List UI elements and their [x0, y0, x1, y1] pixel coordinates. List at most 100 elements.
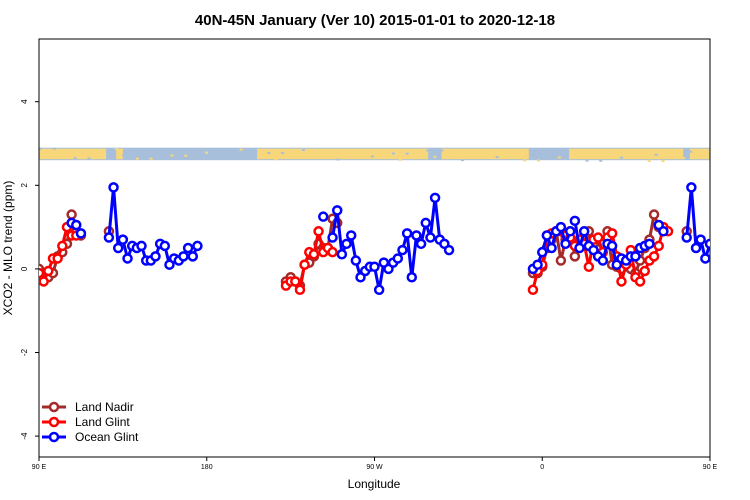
data-point — [331, 205, 343, 216]
data-point — [606, 240, 618, 252]
data-point — [648, 209, 660, 220]
legend-label: Land Glint — [75, 415, 130, 429]
data-point — [415, 238, 427, 250]
data-point — [411, 230, 422, 241]
data-point — [695, 234, 706, 245]
coast-speckle — [391, 152, 395, 155]
land-band — [116, 148, 123, 160]
data-point — [420, 217, 432, 229]
data-point — [401, 228, 413, 239]
data-point — [555, 221, 567, 233]
coast-speckle — [211, 157, 215, 160]
coast-speckle — [329, 152, 333, 155]
y-tick-label: -2 — [20, 348, 29, 356]
data-point — [75, 228, 87, 239]
coast-speckle — [433, 155, 437, 158]
x-tick-label: 180 — [201, 464, 213, 471]
x-tick-label: 90 E — [32, 464, 47, 471]
data-point — [715, 242, 723, 250]
coast-speckle — [301, 148, 305, 151]
data-point — [541, 230, 553, 241]
data-point — [606, 228, 618, 239]
coast-speckle — [308, 155, 312, 158]
coast-speckle — [135, 157, 139, 160]
data-point — [39, 276, 49, 287]
coast-speckle — [294, 155, 298, 158]
data-point — [182, 242, 194, 254]
coast-speckle — [73, 157, 77, 160]
data-point — [681, 232, 692, 243]
coast-speckle — [45, 154, 49, 157]
coast-speckle — [599, 159, 603, 162]
data-point — [653, 240, 664, 252]
data-point — [57, 240, 68, 252]
data-point — [592, 232, 604, 243]
coast-speckle — [502, 149, 506, 152]
coast-speckle — [87, 157, 91, 160]
data-point — [527, 284, 539, 296]
data-point — [532, 259, 543, 270]
data-point — [313, 226, 324, 237]
coast-speckle — [585, 159, 589, 162]
coast-speckle — [460, 159, 464, 162]
coast-speckle — [405, 152, 409, 155]
data-point — [537, 246, 548, 258]
legend-marker — [48, 416, 60, 428]
land-band — [441, 148, 529, 160]
legend-label: Ocean Glint — [75, 430, 139, 444]
data-point — [66, 209, 77, 220]
data-point — [704, 238, 710, 250]
data-point — [616, 276, 627, 287]
coast-speckle — [364, 149, 368, 152]
data-point — [308, 249, 320, 260]
data-point — [350, 255, 362, 266]
data-point — [443, 244, 455, 256]
data-point — [122, 253, 133, 264]
data-point — [634, 276, 646, 287]
coast-speckle — [52, 147, 56, 150]
data-point — [327, 232, 338, 243]
coast-speckle — [523, 159, 527, 162]
coast-speckle — [142, 151, 146, 154]
coast-speckle — [661, 160, 665, 163]
coast-speckle — [557, 156, 561, 159]
land-band — [257, 148, 429, 160]
x-tick-label: 0 — [540, 464, 544, 471]
coast-speckle — [115, 148, 119, 151]
data-point — [700, 253, 710, 264]
coast-speckle — [149, 157, 153, 160]
data-point — [648, 251, 660, 262]
data-point — [578, 226, 590, 237]
y-axis: -4 -2 0 2 4 — [20, 99, 39, 440]
coast-speckle — [80, 151, 84, 154]
coast-speckle — [440, 149, 444, 152]
data-point — [178, 251, 189, 262]
legend-marker — [48, 401, 60, 413]
data-point — [71, 219, 82, 231]
coast-speckle — [267, 151, 271, 154]
coast-speckle — [537, 159, 541, 162]
data-point — [108, 182, 119, 193]
data-point — [117, 234, 129, 245]
data-point — [345, 230, 357, 241]
x-tick-label: 90 W — [366, 464, 383, 471]
y-tick-label: 2 — [20, 183, 29, 188]
data-point — [43, 265, 54, 277]
data-point — [299, 259, 310, 270]
data-point — [392, 253, 404, 264]
data-point — [569, 251, 581, 262]
y-tick-label: 0 — [20, 266, 29, 271]
coast-speckle — [336, 158, 340, 161]
data-point — [644, 238, 655, 250]
x-axis: 90 E 180 90 W 0 90 E — [32, 457, 718, 471]
data-point — [112, 242, 124, 254]
legend-marker — [48, 431, 60, 443]
data-point — [564, 226, 576, 237]
coast-speckle — [689, 150, 693, 153]
data-point — [690, 242, 702, 254]
data-point — [369, 261, 380, 273]
data-point — [658, 226, 669, 237]
coast-speckle — [647, 159, 651, 162]
